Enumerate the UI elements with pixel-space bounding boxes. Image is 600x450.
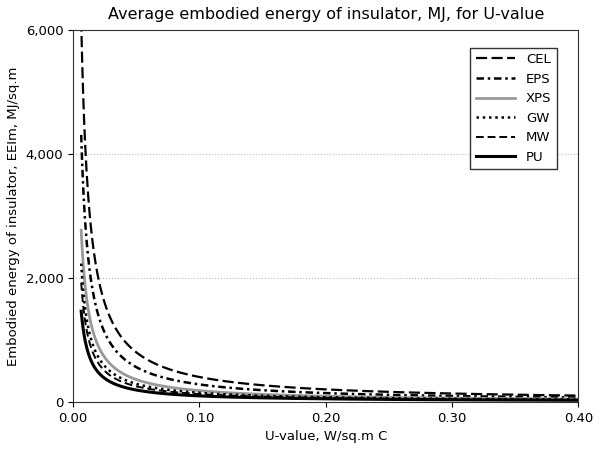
MW: [474, 396, 481, 402]
XPS: [77, 228, 85, 233]
EPS: [296, 389, 304, 395]
Line: EPS: EPS: [81, 135, 578, 397]
MW: [278, 394, 286, 400]
CEL: [77, 18, 85, 23]
GW: [466, 396, 473, 401]
MW: [466, 396, 473, 402]
CEL: [466, 391, 473, 396]
PU: [128, 387, 136, 392]
MW: [77, 280, 85, 285]
GW: [128, 380, 136, 385]
EPS: [466, 394, 473, 399]
Line: XPS: XPS: [81, 230, 578, 399]
PU: [278, 396, 286, 401]
Line: GW: GW: [81, 264, 578, 400]
Line: PU: PU: [81, 311, 578, 400]
MW: [296, 395, 304, 400]
Line: MW: MW: [81, 283, 578, 400]
EPS: [474, 394, 481, 399]
CEL: [575, 393, 582, 398]
CEL: [296, 385, 304, 391]
MW: [419, 396, 426, 402]
CEL: [278, 384, 286, 390]
Legend: CEL, EPS, XPS, GW, MW, PU: CEL, EPS, XPS, GW, MW, PU: [470, 48, 557, 169]
XPS: [575, 396, 582, 402]
EPS: [419, 393, 426, 398]
XPS: [466, 396, 473, 401]
PU: [77, 309, 85, 314]
GW: [419, 396, 426, 401]
CEL: [474, 392, 481, 397]
GW: [575, 397, 582, 402]
PU: [419, 397, 426, 402]
MW: [128, 382, 136, 388]
XPS: [474, 396, 481, 401]
EPS: [77, 132, 85, 138]
PU: [296, 396, 304, 401]
GW: [278, 394, 286, 399]
XPS: [128, 375, 136, 381]
GW: [296, 394, 304, 400]
PU: [474, 397, 481, 403]
PU: [466, 397, 473, 403]
XPS: [296, 393, 304, 398]
GW: [474, 396, 481, 402]
PU: [575, 398, 582, 403]
CEL: [419, 390, 426, 396]
XPS: [419, 395, 426, 400]
MW: [575, 397, 582, 403]
Y-axis label: Embodied energy of insulator, EEIm, MJ/sq.m: Embodied energy of insulator, EEIm, MJ/s…: [7, 66, 20, 365]
CEL: [128, 346, 136, 351]
X-axis label: U-value, W/sq.m C: U-value, W/sq.m C: [265, 430, 387, 443]
EPS: [575, 395, 582, 400]
XPS: [278, 392, 286, 398]
EPS: [128, 362, 136, 367]
Title: Average embodied energy of insulator, MJ, for U-value: Average embodied energy of insulator, MJ…: [107, 7, 544, 22]
EPS: [278, 389, 286, 394]
GW: [77, 261, 85, 266]
Line: CEL: CEL: [81, 21, 578, 396]
